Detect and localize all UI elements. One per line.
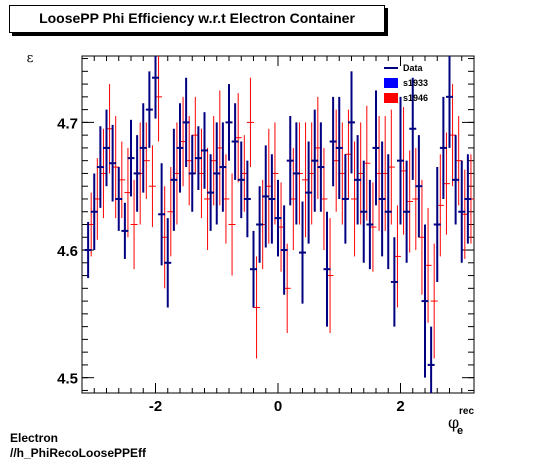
- data-point: [170, 128, 178, 231]
- data-point: [409, 77, 417, 180]
- data-point: [415, 135, 423, 238]
- data-point: [262, 145, 270, 248]
- data-point: [439, 96, 447, 199]
- data-point: [360, 160, 368, 263]
- legend-box-swatch: [384, 78, 398, 88]
- legend-entry-s1946: s1946: [384, 93, 428, 103]
- data-point: [458, 160, 466, 263]
- data-point: [225, 84, 233, 161]
- data-point: [372, 90, 380, 206]
- data-point: [237, 141, 245, 219]
- data-point: [397, 96, 404, 225]
- data-point: [243, 160, 251, 238]
- x-tick-label: 0: [274, 398, 282, 415]
- legend-box-swatch: [384, 93, 398, 103]
- title-box: LoosePP Phi Efficiency w.r.t Electron Co…: [9, 5, 385, 33]
- data-point: [452, 135, 460, 225]
- data-point: [109, 124, 117, 202]
- data-point: [427, 326, 435, 393]
- data-point: [366, 179, 374, 270]
- data-point: [152, 56, 159, 119]
- data-point: [121, 202, 129, 259]
- y-axis-label: ε: [27, 51, 34, 66]
- s1946-point: [148, 145, 156, 228]
- data-point: [280, 205, 288, 295]
- y-tick-label: 4.7: [57, 115, 78, 132]
- y-tick-label: 4.5: [57, 371, 78, 388]
- data-point: [164, 218, 172, 308]
- s1946-point: [246, 77, 254, 168]
- x-axis-label-sup: rec: [459, 406, 474, 417]
- data-point: [335, 96, 343, 199]
- x-axis-label-main: φ: [448, 413, 459, 432]
- data-point: [446, 56, 453, 148]
- data-series: [84, 56, 472, 393]
- footer-histogram-path: //h_PhiRecoLoosePPEff: [10, 446, 147, 460]
- data-point: [292, 122, 300, 225]
- data-point: [250, 230, 257, 308]
- data-point: [213, 122, 221, 225]
- data-point: [194, 126, 202, 191]
- data-point: [176, 103, 184, 193]
- s1946-point: [228, 173, 236, 276]
- data-point: [139, 103, 147, 193]
- data-point: [311, 109, 319, 212]
- data-point: [323, 211, 331, 327]
- y-tick-label: 4.6: [57, 243, 78, 260]
- data-point: [219, 122, 227, 212]
- data-point: [256, 186, 264, 263]
- data-point: [421, 224, 429, 378]
- data-point: [188, 135, 196, 212]
- data-point: [378, 141, 386, 257]
- data-point: [103, 109, 110, 187]
- data-point: [341, 154, 349, 244]
- data-point: [348, 71, 355, 174]
- s1946-point: [130, 179, 138, 270]
- data-point: [384, 154, 392, 270]
- x-axis-label: φ e rec: [448, 406, 474, 437]
- legend-label: s1946: [403, 93, 428, 103]
- footer-category: Electron: [10, 431, 59, 445]
- data-point: [90, 173, 98, 251]
- legend-label: s1933: [403, 78, 428, 88]
- x-tick-label: -2: [149, 398, 162, 415]
- data-point: [231, 103, 239, 180]
- data-point: [354, 135, 362, 225]
- data-point: [127, 119, 135, 197]
- data-point: [84, 221, 92, 279]
- data-point: [403, 160, 411, 263]
- legend-label: Data: [403, 63, 424, 73]
- data-point: [329, 96, 337, 187]
- s1946-point: [430, 243, 438, 359]
- data-point: [182, 77, 190, 168]
- x-axis-label-sub: e: [457, 425, 463, 437]
- data-point: [145, 71, 153, 148]
- legend-entry-s1933: s1933: [384, 78, 428, 88]
- data-point: [286, 115, 294, 206]
- x-tick-label: 2: [396, 398, 404, 415]
- data-point: [96, 126, 104, 208]
- legend-entry-data: Data: [384, 63, 424, 73]
- data-point: [115, 167, 123, 231]
- data-point: [133, 135, 141, 212]
- data-point: [464, 154, 472, 244]
- data-point: [207, 154, 215, 231]
- data-point: [433, 167, 441, 282]
- data-point: [274, 179, 282, 257]
- data-point: [201, 112, 208, 189]
- legend: Data s1933 s1946: [384, 63, 428, 103]
- data-point: [305, 141, 313, 244]
- page-title: LoosePP Phi Efficiency w.r.t Electron Co…: [39, 10, 355, 26]
- data-point: [299, 201, 306, 304]
- data-point: [158, 163, 166, 266]
- data-point: [317, 122, 325, 212]
- data-point: [268, 154, 276, 244]
- data-point: [390, 237, 398, 327]
